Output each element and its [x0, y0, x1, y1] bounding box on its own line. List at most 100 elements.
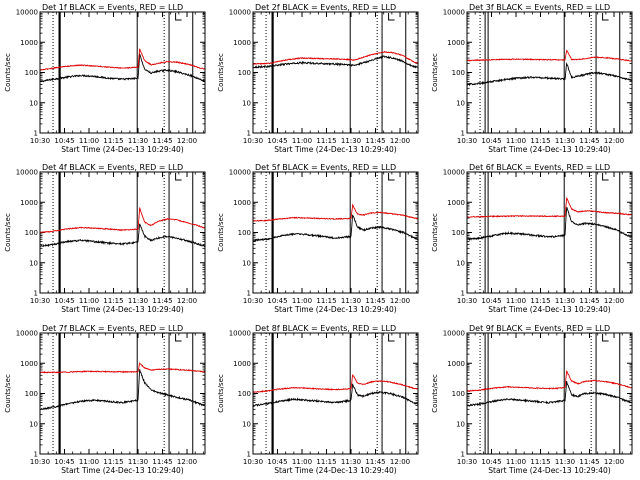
- x-tick-label: 11:15: [530, 297, 550, 305]
- series-line-events: [466, 61, 633, 87]
- x-tick-label: 10:45: [481, 297, 501, 305]
- corner-bracket: [602, 173, 609, 181]
- x-tick-label: 10:30: [457, 137, 477, 145]
- y-tick-label: 100: [25, 390, 38, 398]
- series-line-events: [252, 55, 419, 69]
- panel-det-5: 1 10 100 1000 10000 10:30 10:45 11:00 11:15 11:30…: [217, 163, 419, 314]
- y-tick-label: 10000: [16, 169, 38, 177]
- panel-title: Det 8f BLACK = Events, RED = LLD: [255, 324, 396, 333]
- x-tick-label: 10:30: [30, 137, 50, 145]
- x-tick-label: 11:15: [103, 137, 123, 145]
- y-tick-label: 10000: [229, 330, 251, 338]
- y-axis-label: Counts/sec: [217, 213, 225, 252]
- y-tick-label: 1: [34, 290, 38, 298]
- corner-bracket: [388, 173, 395, 181]
- x-tick-label: 10:30: [243, 458, 263, 466]
- x-tick-label: 11:00: [79, 137, 99, 145]
- panel-title: Det 3f BLACK = Events, RED = LLD: [469, 3, 610, 12]
- x-tick-label: 11:30: [341, 297, 361, 305]
- y-tick-label: 10000: [229, 169, 251, 177]
- y-tick-label: 10000: [16, 330, 38, 338]
- y-tick-label: 1: [34, 451, 38, 459]
- panel-det-8: 1 10 100 1000 10000 10:30 10:45 11:00 11:15 11:30…: [217, 324, 419, 475]
- panel-title: Det 5f BLACK = Events, RED = LLD: [255, 163, 396, 172]
- series-line-events: [466, 380, 633, 407]
- plot-frame: [252, 171, 419, 294]
- x-tick-label: 11:30: [128, 458, 148, 466]
- y-axis-label: Counts/sec: [431, 213, 439, 252]
- y-tick-label: 100: [238, 229, 251, 237]
- y-tick-label: 10: [29, 99, 38, 107]
- series-line-lld: [252, 50, 419, 66]
- x-tick-label: 10:30: [243, 297, 263, 305]
- x-tick-label: 12:00: [177, 137, 197, 145]
- x-tick-label: 12:00: [390, 297, 410, 305]
- x-tick-label: 10:45: [267, 458, 287, 466]
- series-line-events: [252, 383, 419, 407]
- y-tick-label: 10: [242, 420, 251, 428]
- x-tick-label: 10:45: [481, 137, 501, 145]
- y-tick-label: 1000: [233, 39, 251, 47]
- x-tick-label: 10:30: [30, 297, 50, 305]
- x-axis-label: Start Time (24-Dec-13 10:29:40): [61, 305, 183, 314]
- series-line-events: [40, 223, 206, 248]
- x-axis-label: Start Time (24-Dec-13 10:29:40): [274, 145, 396, 154]
- y-tick-label: 1000: [20, 39, 38, 47]
- y-tick-label: 10: [456, 420, 465, 428]
- y-tick-label: 1: [461, 130, 465, 138]
- x-tick-label: 11:30: [341, 458, 361, 466]
- y-tick-label: 100: [25, 69, 38, 77]
- x-tick-label: 11:15: [530, 137, 550, 145]
- y-tick-label: 10000: [443, 9, 465, 17]
- x-tick-label: 10:30: [30, 458, 50, 466]
- y-tick-label: 1: [247, 130, 251, 138]
- y-axis-label: Counts/sec: [4, 213, 12, 252]
- series-line-lld: [466, 49, 633, 62]
- y-axis-label: Counts/sec: [431, 374, 439, 413]
- y-tick-label: 1: [34, 130, 38, 138]
- panel-det-4: 1 10 100 1000 10000 10:30 10:45 11:00 11:15 11:30…: [4, 163, 206, 314]
- series-line-events: [39, 52, 206, 83]
- y-tick-label: 1: [247, 290, 251, 298]
- panel-title: Det 2f BLACK = Events, RED = LLD: [255, 3, 396, 12]
- y-tick-label: 1000: [447, 360, 465, 368]
- y-tick-label: 10: [29, 420, 38, 428]
- plot-frame: [466, 171, 633, 294]
- x-axis-label: Start Time (24-Dec-13 10:29:40): [61, 145, 183, 154]
- y-tick-label: 10: [456, 99, 465, 107]
- corner-bracket: [175, 13, 182, 21]
- panel-det-3: 1 10 100 1000 10000 10:30 10:45 11:00 11:15 11:30…: [431, 3, 633, 154]
- y-axis-label: Counts/sec: [217, 374, 225, 413]
- panel-title: Det 6f BLACK = Events, RED = LLD: [469, 163, 610, 172]
- x-tick-label: 11:45: [579, 297, 599, 305]
- y-tick-label: 1: [247, 451, 251, 459]
- x-tick-label: 11:00: [506, 458, 526, 466]
- y-tick-label: 100: [452, 69, 465, 77]
- panel-det-6: 1 10 100 1000 10000 10:30 10:45 11:00 11:15 11:30…: [431, 163, 633, 314]
- x-tick-label: 11:45: [152, 458, 172, 466]
- y-tick-label: 10: [242, 99, 251, 107]
- x-tick-label: 11:45: [579, 458, 599, 466]
- series-line-lld: [39, 207, 206, 234]
- x-tick-label: 11:45: [365, 297, 385, 305]
- x-axis-label: Start Time (24-Dec-13 10:29:40): [274, 305, 396, 314]
- y-tick-label: 10: [29, 259, 38, 267]
- x-tick-label: 10:45: [267, 137, 287, 145]
- y-tick-label: 1000: [233, 360, 251, 368]
- x-tick-label: 10:45: [54, 458, 74, 466]
- x-tick-label: 10:45: [481, 458, 501, 466]
- y-tick-label: 1: [461, 290, 465, 298]
- x-axis-label: Start Time (24-Dec-13 10:29:40): [488, 466, 610, 475]
- x-tick-label: 11:45: [152, 297, 172, 305]
- panel-det-9: 1 10 100 1000 10000 10:30 10:45 11:00 11:15 11:30…: [431, 324, 633, 475]
- x-tick-label: 11:45: [152, 137, 172, 145]
- y-tick-label: 100: [238, 390, 251, 398]
- panel-title: Det 1f BLACK = Events, RED = LLD: [42, 3, 183, 12]
- series-line-lld: [252, 203, 419, 222]
- x-tick-label: 11:30: [128, 137, 148, 145]
- x-tick-label: 11:15: [103, 458, 123, 466]
- x-tick-label: 10:30: [457, 297, 477, 305]
- y-tick-label: 1000: [447, 39, 465, 47]
- x-tick-label: 11:00: [506, 137, 526, 145]
